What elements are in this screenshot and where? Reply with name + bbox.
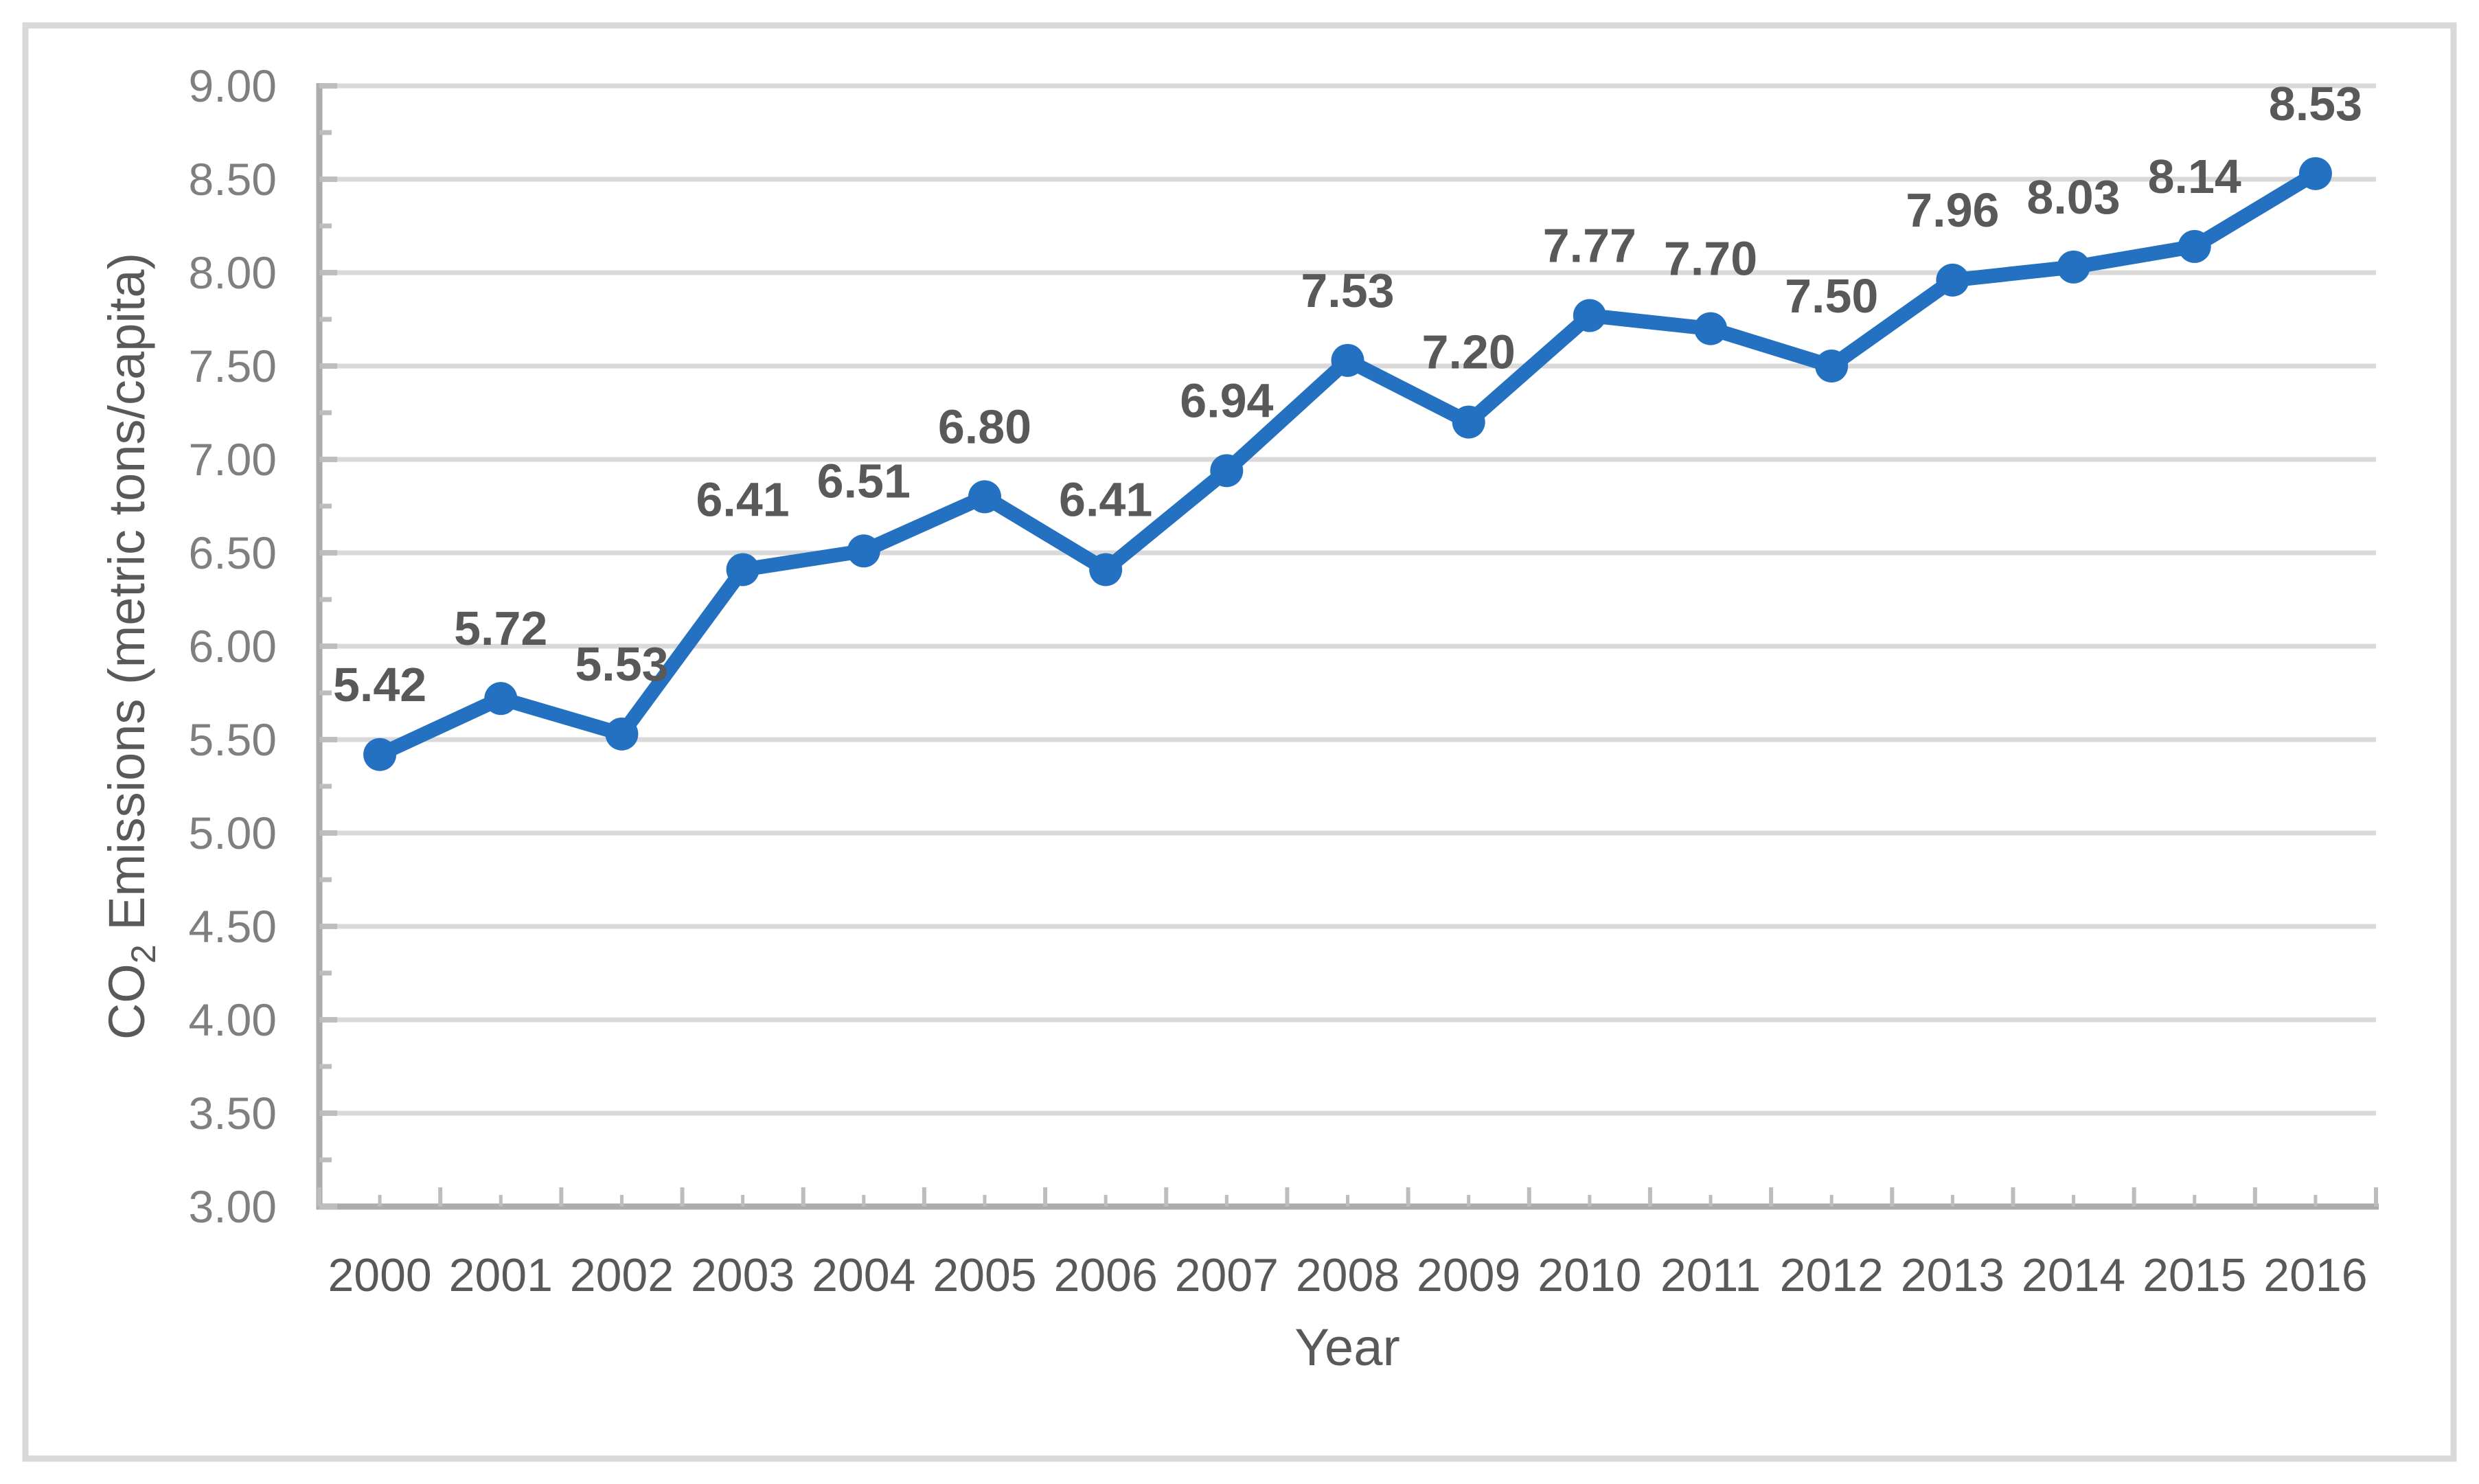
y-tick-label-7.50: 7.50 (189, 341, 277, 391)
x-tick-label-2013: 2013 (1901, 1249, 2004, 1301)
data-point-2015 (2178, 229, 2211, 263)
x-tick-label-2006: 2006 (1054, 1249, 1158, 1301)
y-tick-label-6.00: 6.00 (189, 621, 277, 672)
data-point-2010 (1573, 299, 1606, 332)
y-tick-label-5.00: 5.00 (189, 808, 277, 858)
data-label-2004: 6.51 (817, 454, 911, 507)
y-axis-title-prefix: CO (98, 963, 155, 1040)
data-point-2004 (847, 534, 880, 568)
y-tick-label-3.00: 3.00 (189, 1181, 277, 1232)
data-point-2013 (1936, 263, 1969, 297)
x-axis-title: Year (1294, 1319, 1400, 1377)
data-point-2006 (1089, 553, 1123, 586)
data-point-2005 (968, 480, 1001, 514)
x-tick-label-2005: 2005 (933, 1249, 1036, 1301)
data-label-2003: 6.41 (696, 472, 789, 526)
data-label-2010: 7.77 (1543, 219, 1636, 273)
data-label-2016: 8.53 (2269, 77, 2362, 130)
data-label-2009: 7.20 (1422, 326, 1516, 379)
data-label-2013: 7.96 (1906, 183, 1999, 237)
y-axis-title: CO2 Emissions (metric tons/capita) (98, 253, 163, 1040)
y-tick-label-5.50: 5.50 (189, 714, 277, 765)
data-label-2000: 5.42 (333, 658, 426, 711)
data-label-2008: 7.53 (1301, 264, 1394, 317)
x-tick-label-2007: 2007 (1175, 1249, 1279, 1301)
data-label-2011: 7.70 (1664, 232, 1757, 286)
series-layer (363, 157, 2332, 771)
y-tick-label-7.00: 7.00 (189, 434, 277, 485)
gridlines-layer (319, 83, 2376, 1116)
x-tick-label-2014: 2014 (2022, 1249, 2125, 1301)
data-label-2014: 8.03 (2026, 170, 2120, 224)
labels-layer: 3.00 3.50 4.00 4.50 5.00 5.50 6.00 6.50 7.00 7.50… (189, 60, 2368, 1301)
axes-layer (316, 83, 2379, 1210)
y-tick-label-9.00: 9.00 (189, 60, 277, 111)
data-point-2003 (726, 553, 759, 586)
emissions-series-line (372, 166, 2323, 762)
data-point-2007 (1210, 454, 1244, 488)
x-tick-label-2012: 2012 (1780, 1249, 1884, 1301)
data-label-2012: 7.50 (1785, 269, 1878, 323)
x-tick-label-2004: 2004 (812, 1249, 915, 1301)
data-point-2008 (1331, 343, 1364, 377)
y-tick-label-4.50: 4.50 (189, 901, 277, 952)
data-point-2001 (484, 682, 518, 716)
y-tick-label-8.00: 8.00 (189, 247, 277, 298)
data-label-2002: 5.53 (575, 637, 668, 691)
data-label-2006: 6.41 (1059, 472, 1152, 526)
data-point-2000 (363, 738, 397, 771)
y-axis-title-suffix: Emissions (metric tons/capita) (98, 253, 155, 945)
data-point-2016 (2298, 157, 2332, 190)
data-label-2015: 8.14 (2148, 150, 2241, 203)
x-tick-label-2003: 2003 (691, 1249, 795, 1301)
y-tick-label-3.50: 3.50 (189, 1088, 277, 1139)
data-label-2007: 6.94 (1180, 374, 1273, 427)
x-tick-label-2016: 2016 (2263, 1249, 2367, 1301)
data-label-2001: 5.72 (454, 602, 547, 655)
data-point-2014 (2057, 250, 2090, 284)
x-tick-label-2001: 2001 (449, 1249, 553, 1301)
y-tick-label-8.50: 8.50 (189, 154, 277, 205)
y-tick-label-4.00: 4.00 (189, 994, 277, 1045)
x-tick-label-2011: 2011 (1660, 1249, 1761, 1301)
data-point-2012 (1815, 350, 1849, 383)
data-point-2009 (1452, 405, 1485, 439)
x-tick-label-2009: 2009 (1417, 1249, 1520, 1301)
y-tick-label-6.50: 6.50 (189, 527, 277, 578)
figure-border (22, 22, 2457, 1462)
x-tick-label-2000: 2000 (328, 1249, 431, 1301)
x-tick-label-2002: 2002 (570, 1249, 674, 1301)
y-axis-title-subscript: 2 (124, 944, 163, 963)
x-tick-label-2008: 2008 (1296, 1249, 1400, 1301)
data-label-2005: 6.80 (938, 400, 1031, 453)
x-tick-label-2010: 2010 (1538, 1249, 1641, 1301)
data-point-2011 (1694, 312, 1728, 345)
x-tick-label-2015: 2015 (2143, 1249, 2246, 1301)
data-point-2002 (605, 717, 639, 751)
